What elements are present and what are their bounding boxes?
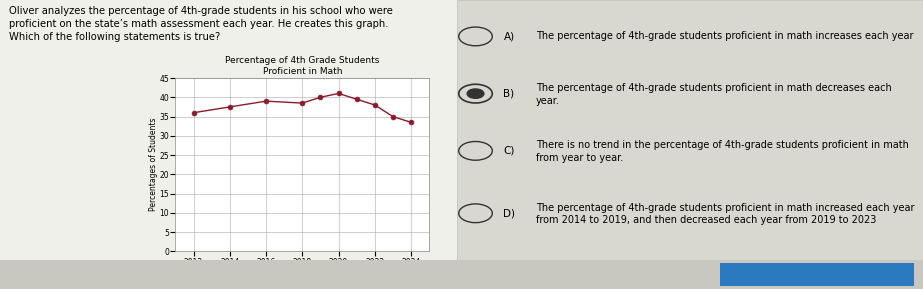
X-axis label: Year: Year xyxy=(294,268,311,277)
Text: C): C) xyxy=(504,146,515,156)
Text: Question 9: Question 9 xyxy=(387,270,444,279)
Y-axis label: Percentages of Students: Percentages of Students xyxy=(149,118,158,212)
Text: B): B) xyxy=(504,89,515,99)
Text: Submit: Submit xyxy=(792,268,842,281)
Text: The percentage of 4th-grade students proficient in math increased each year
from: The percentage of 4th-grade students pro… xyxy=(536,203,915,225)
Text: The percentage of 4th-grade students proficient in math increases each year: The percentage of 4th-grade students pro… xyxy=(536,31,914,41)
Text: A): A) xyxy=(504,32,515,41)
Text: D): D) xyxy=(504,208,516,218)
Title: Percentage of 4th Grade Students
Proficient in Math: Percentage of 4th Grade Students Profici… xyxy=(225,56,379,76)
Text: There is no trend in the percentage of 4th-grade students proficient in math
fro: There is no trend in the percentage of 4… xyxy=(536,140,909,163)
Circle shape xyxy=(467,89,484,98)
Text: The percentage of 4th-grade students proficient in math decreases each
year.: The percentage of 4th-grade students pro… xyxy=(536,83,892,106)
Text: Oliver analyzes the percentage of 4th-grade students in his school who were
prof: Oliver analyzes the percentage of 4th-gr… xyxy=(9,6,393,42)
